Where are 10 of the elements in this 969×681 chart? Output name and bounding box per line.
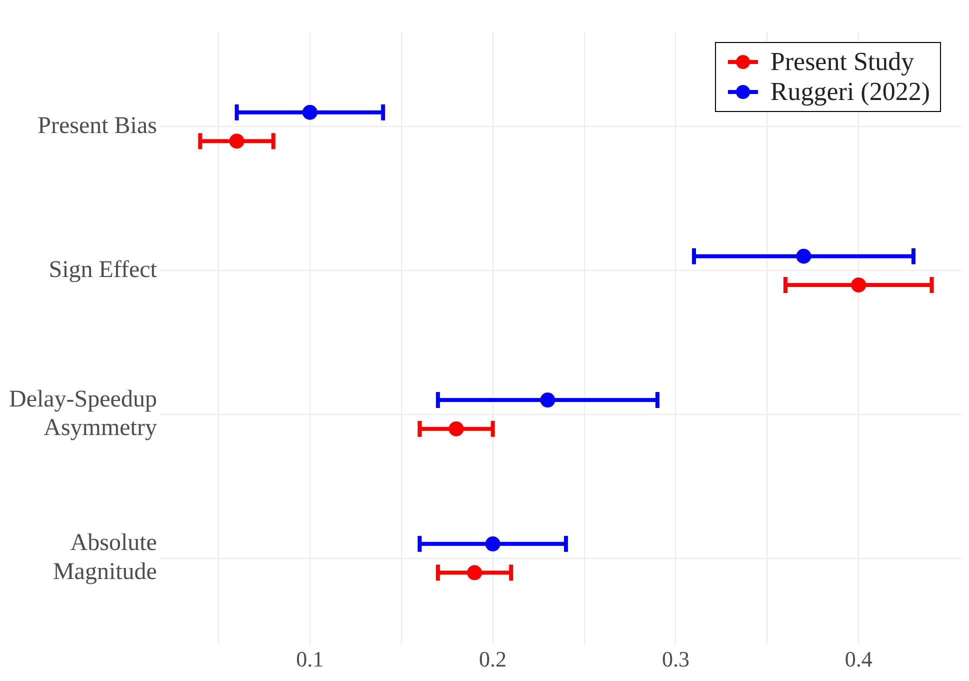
x-tick-label: 0.2 (479, 646, 507, 672)
x-tick-label: 0.3 (662, 646, 690, 672)
y-tick-label: Delay-Speedup Asymmetry (8, 386, 157, 442)
legend-label: Ruggeri (2022) (770, 77, 930, 107)
legend-label: Present Study (770, 47, 914, 77)
x-tick-label: 0.1 (296, 646, 324, 672)
y-tick-label: Sign Effect (48, 256, 158, 283)
y-tick-label: Absolute Magnitude (52, 530, 157, 585)
x-tick-label: 0.4 (844, 646, 872, 672)
y-tick-label: Present Bias (38, 113, 157, 140)
